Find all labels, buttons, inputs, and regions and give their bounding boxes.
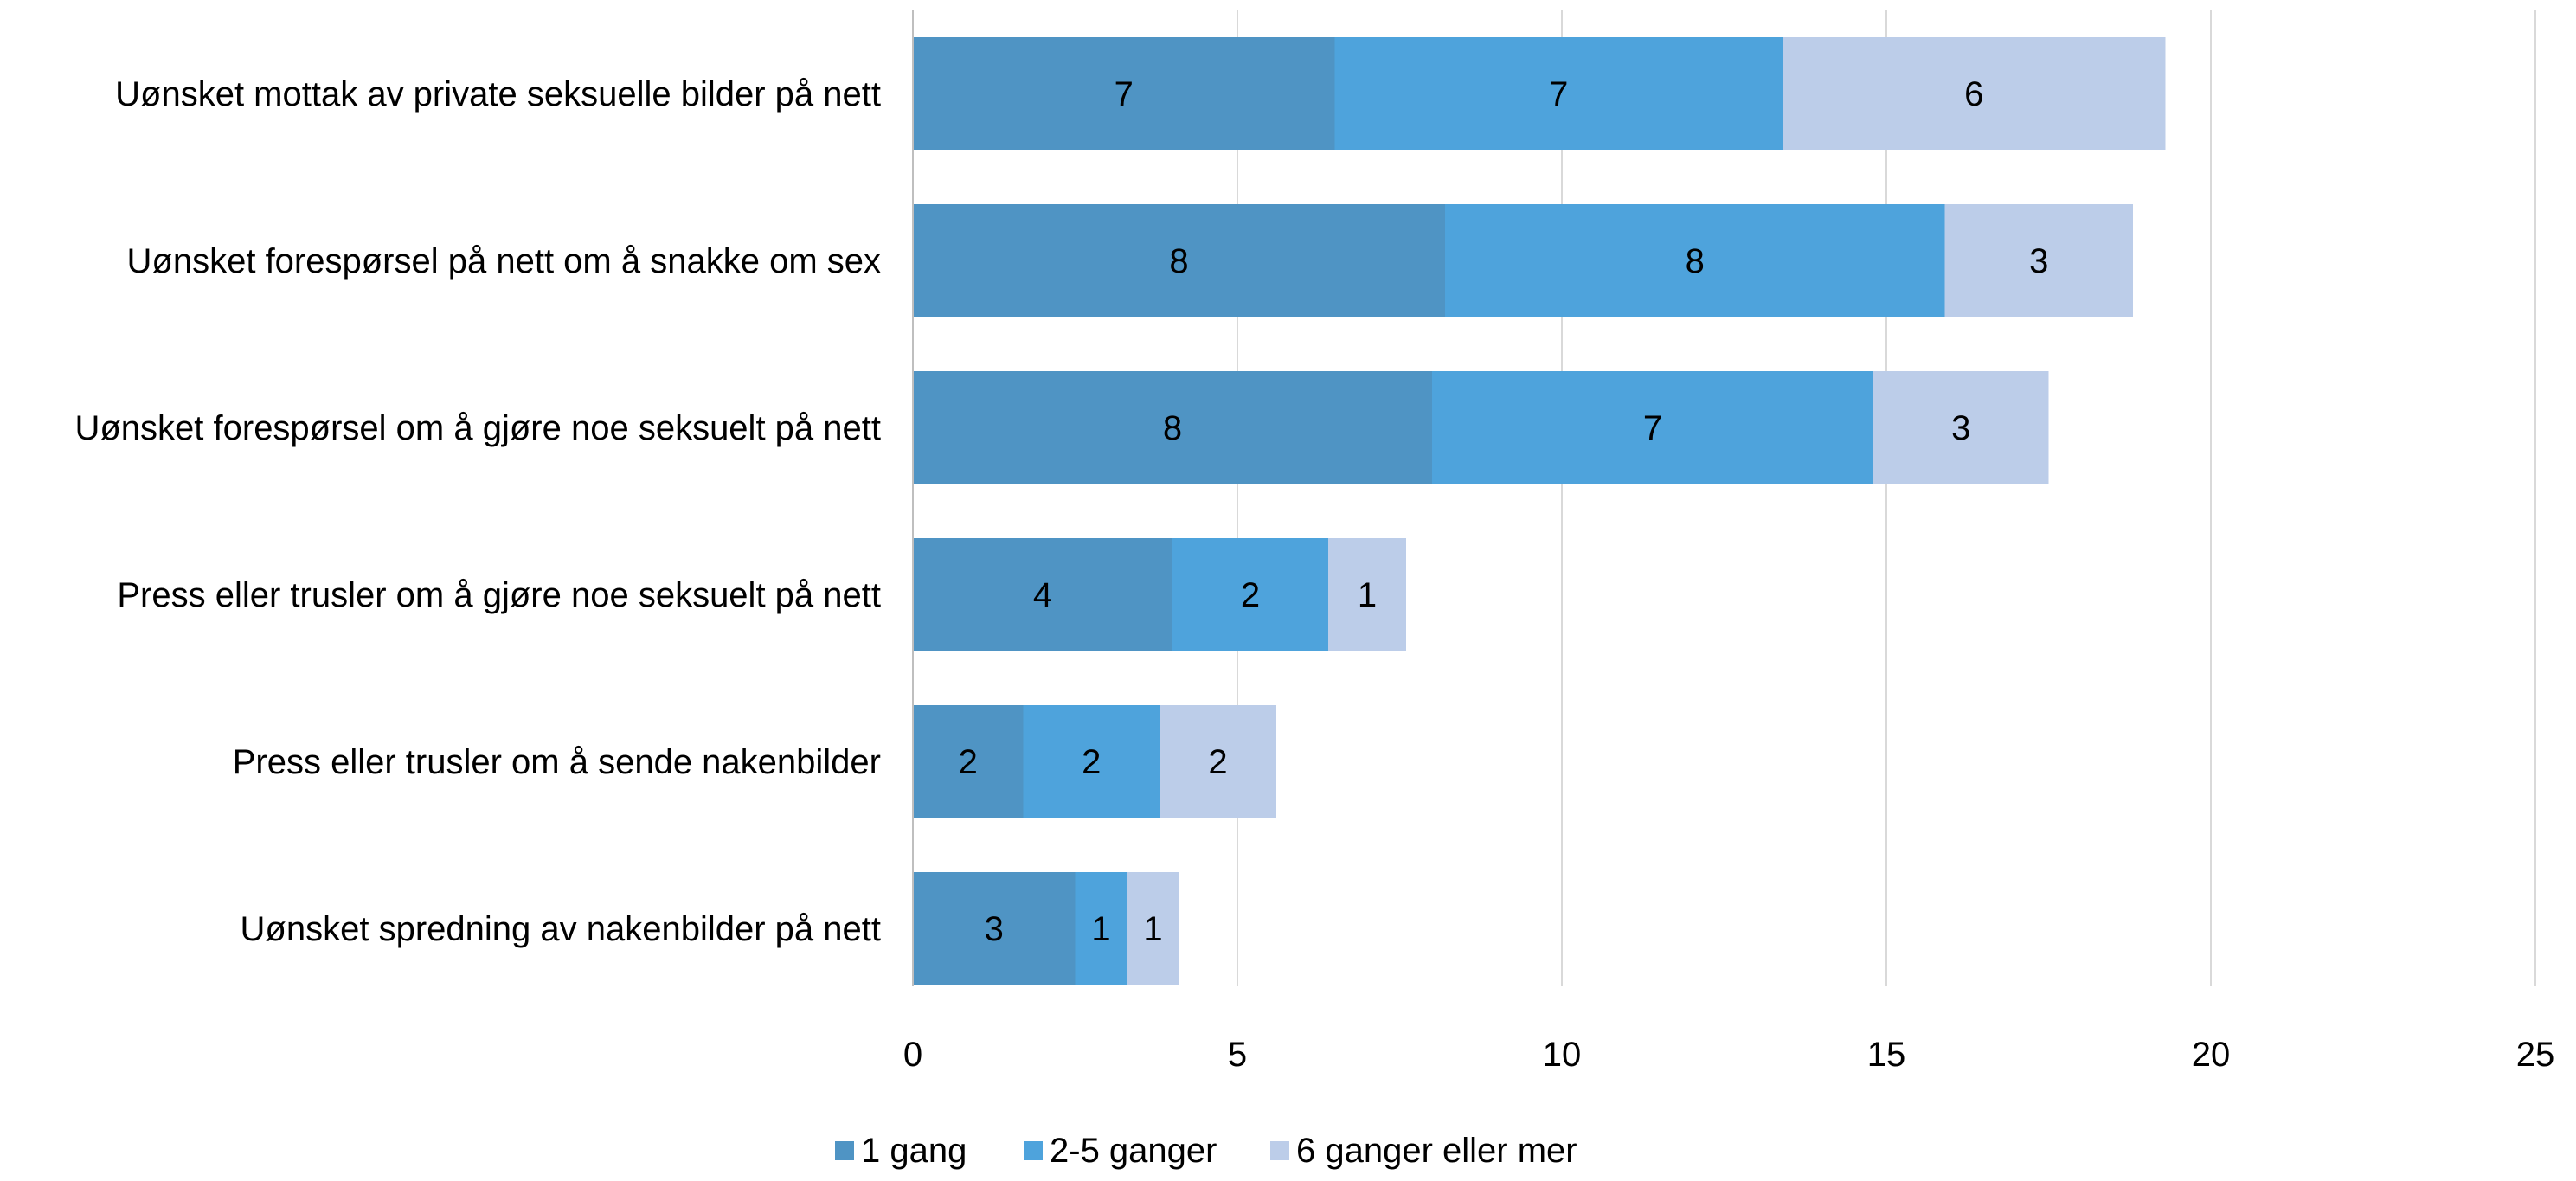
legend-swatch bbox=[835, 1141, 854, 1160]
data-label: 7 bbox=[1549, 75, 1568, 113]
category-labels: Uønsket mottak av private seksuelle bild… bbox=[74, 75, 881, 948]
data-label: 3 bbox=[1951, 409, 1970, 447]
legend-label: 6 ganger eller mer bbox=[1296, 1132, 1577, 1170]
legend-label: 2-5 ganger bbox=[1050, 1132, 1217, 1170]
data-label: 6 bbox=[1964, 75, 1983, 113]
category-label: Uønsket forespørsel om å gjøre noe seksu… bbox=[74, 409, 881, 447]
legend-label: 1 gang bbox=[861, 1132, 967, 1170]
category-label: Uønsket mottak av private seksuelle bild… bbox=[115, 75, 881, 113]
data-label: 7 bbox=[1643, 409, 1662, 447]
x-tick-label: 20 bbox=[2192, 1036, 2231, 1074]
data-label: 2 bbox=[1241, 576, 1260, 614]
category-label: Uønsket forespørsel på nett om å snakke … bbox=[127, 242, 881, 280]
x-tick-labels: 0 5 10 15 20 25 bbox=[903, 1036, 2554, 1074]
data-label: 2 bbox=[1208, 743, 1227, 781]
data-label: 2 bbox=[1082, 743, 1101, 781]
data-label: 4 bbox=[1033, 576, 1052, 614]
data-label: 1 bbox=[1091, 910, 1110, 948]
data-label: 8 bbox=[1686, 242, 1705, 280]
data-label: 2 bbox=[959, 743, 978, 781]
x-tick-label: 0 bbox=[903, 1036, 922, 1074]
category-label: Uønsket spredning av nakenbilder på nett bbox=[241, 910, 881, 948]
category-label: Press eller trusler om å sende nakenbild… bbox=[233, 743, 881, 781]
x-tick-label: 15 bbox=[1867, 1036, 1906, 1074]
legend-swatch bbox=[1024, 1141, 1043, 1160]
data-label: 1 bbox=[1143, 910, 1162, 948]
bar-series: 7 7 68 8 38 7 34 2 12 2 23 1 1 bbox=[913, 37, 2166, 985]
data-label: 7 bbox=[1115, 75, 1134, 113]
x-tick-label: 25 bbox=[2516, 1036, 2555, 1074]
data-label: 8 bbox=[1169, 242, 1188, 280]
x-tick-label: 5 bbox=[1228, 1036, 1247, 1074]
data-label: 3 bbox=[985, 910, 1004, 948]
category-label: Press eller trusler om å gjøre noe seksu… bbox=[117, 576, 881, 614]
x-tick-label: 10 bbox=[1543, 1036, 1582, 1074]
legend-swatch bbox=[1270, 1141, 1289, 1160]
data-label: 3 bbox=[2029, 242, 2048, 280]
gridlines bbox=[1237, 10, 2535, 986]
data-label: 8 bbox=[1163, 409, 1182, 447]
data-label: 1 bbox=[1358, 576, 1377, 614]
legend: 1 gang 2-5 ganger 6 ganger eller mer bbox=[835, 1132, 1577, 1170]
